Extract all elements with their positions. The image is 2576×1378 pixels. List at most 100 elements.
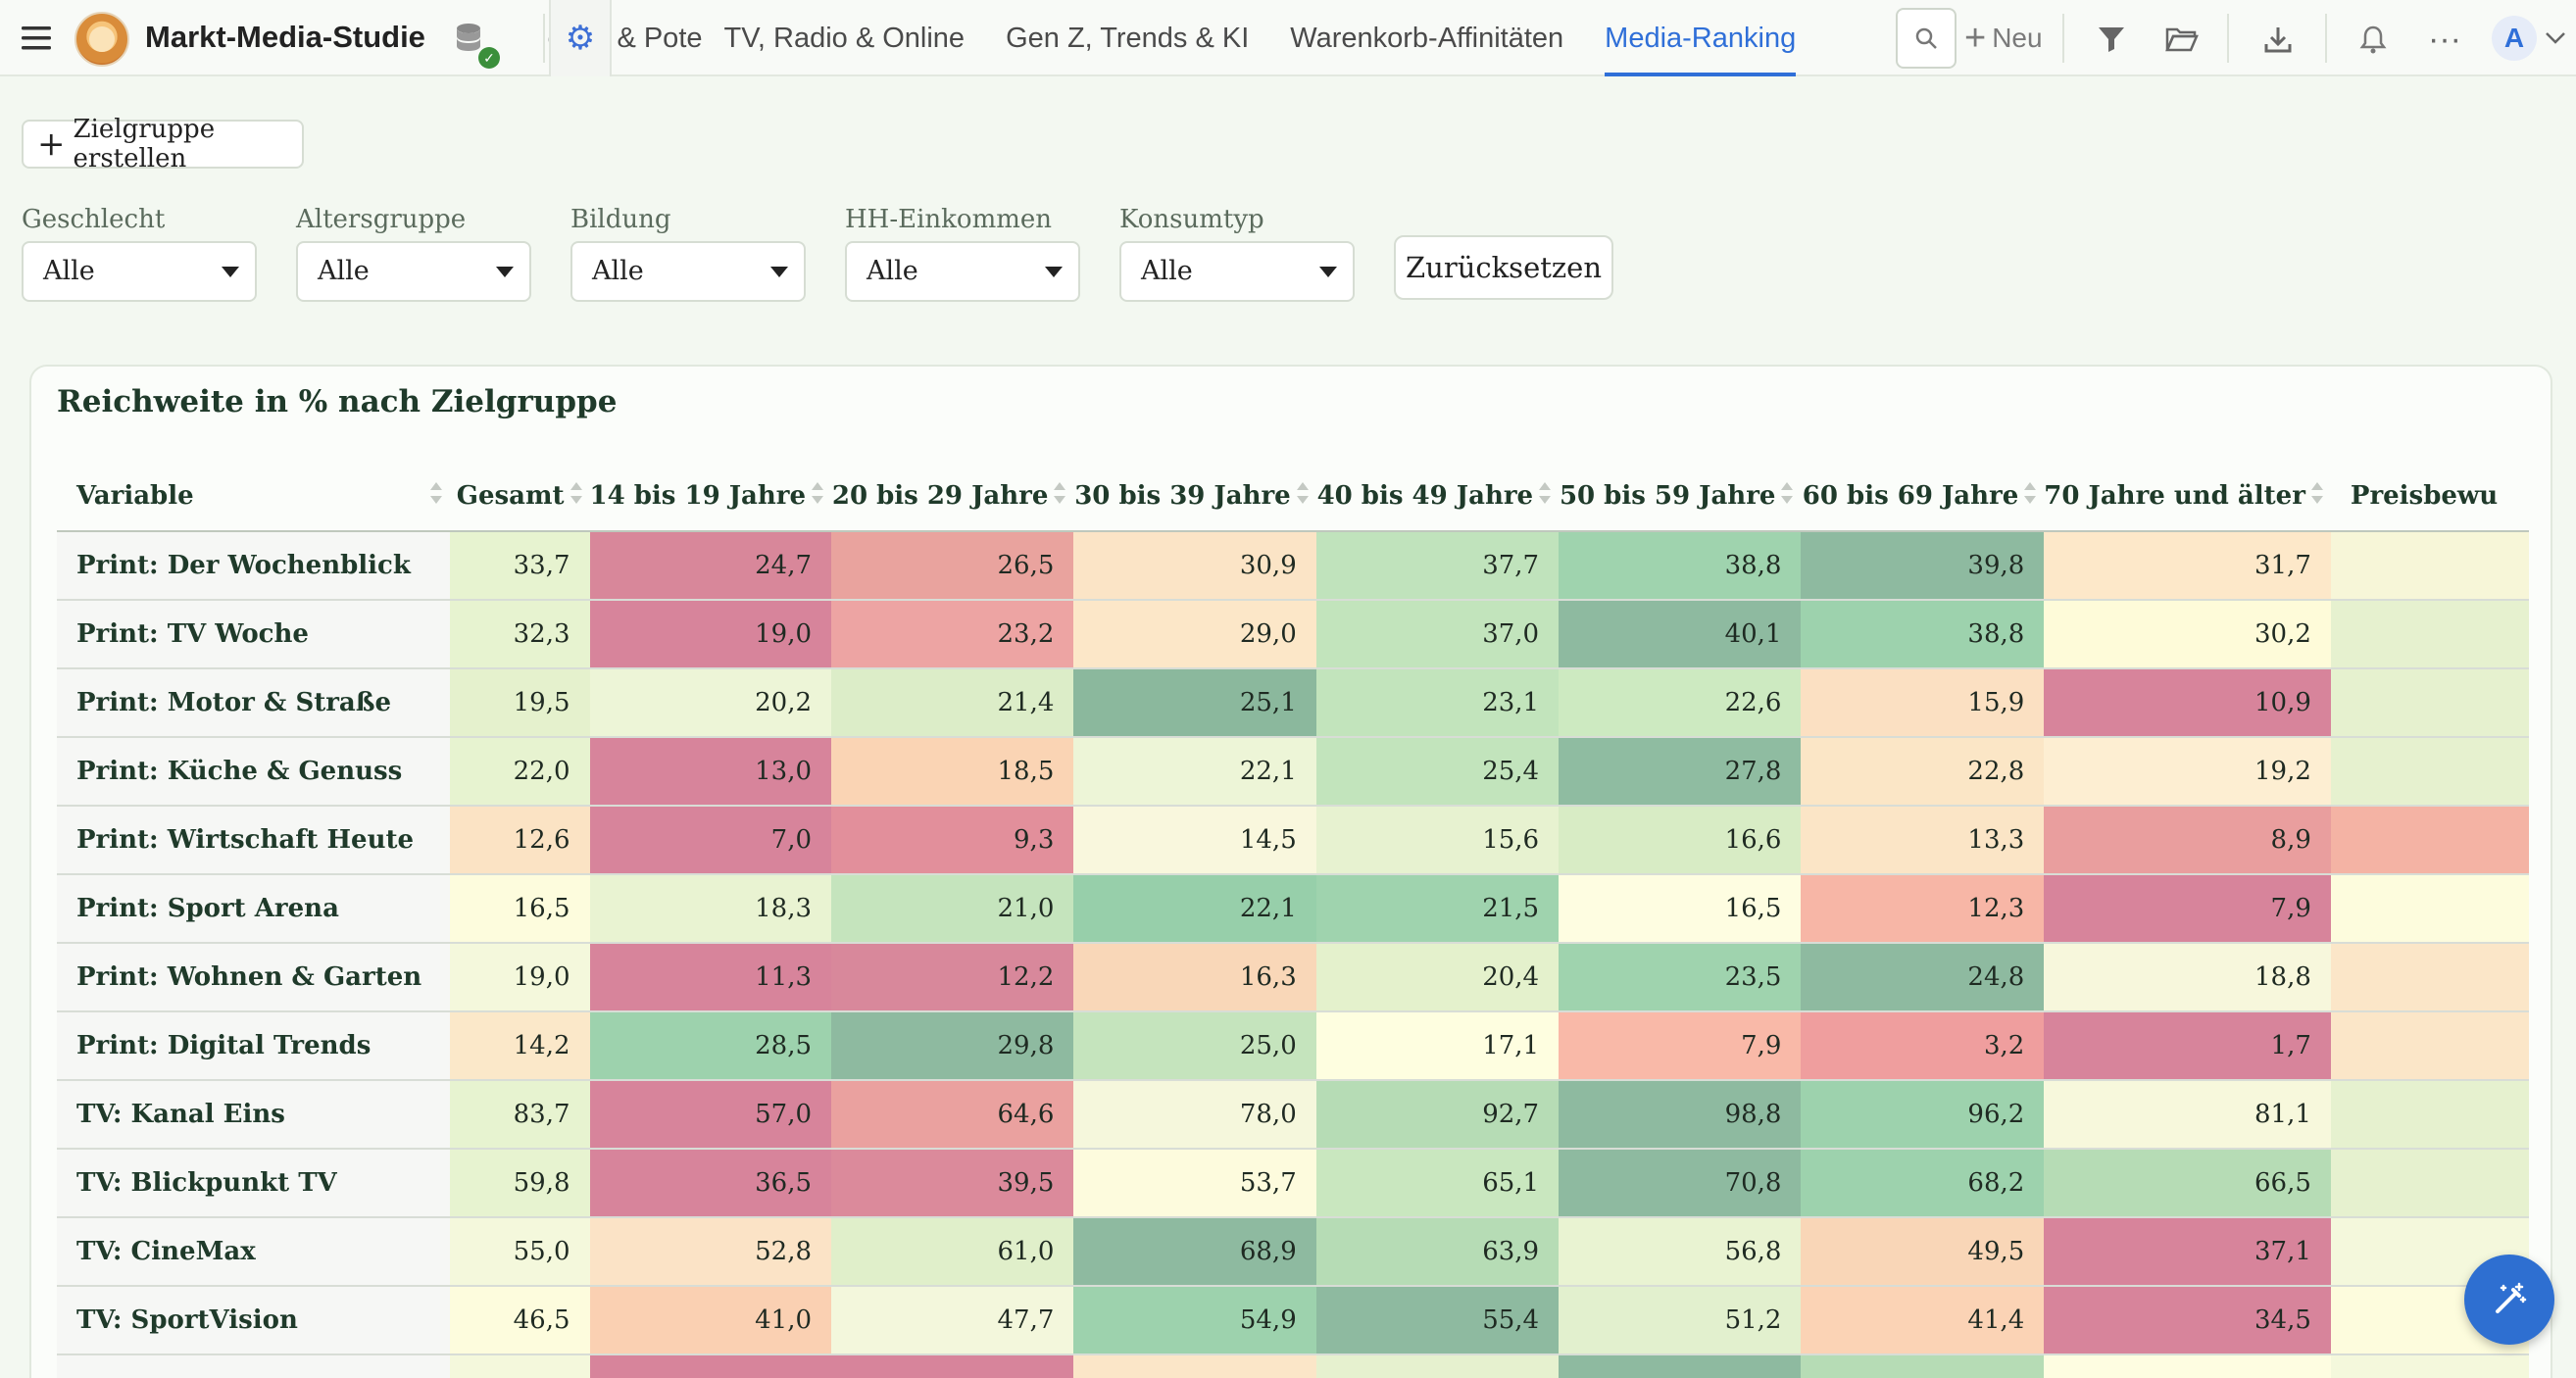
filter-select-altersgruppe[interactable]: Alle (296, 241, 531, 302)
column-header[interactable]: Preisbewu (2330, 461, 2529, 532)
column-header[interactable]: 20 bis 29 Jahre (831, 461, 1074, 532)
table-row[interactable]: TV: Kanal Eins 83,7 57,0 64,6 78,0 92,7 98,8 96… (57, 1080, 2529, 1150)
table-cell: 29,0 (1073, 600, 1316, 669)
create-target-group-button[interactable]: + Zielgruppe erstellen (22, 115, 304, 173)
table-cell: 34,5 (2044, 1286, 2331, 1355)
filter-konsumtyp: Konsumtyp Alle (1119, 202, 1355, 302)
table-cell: 25,4 (1315, 737, 1560, 807)
create-target-group-label: Zielgruppe erstellen (73, 115, 216, 173)
column-header[interactable]: 30 bis 39 Jahre (1073, 461, 1316, 532)
table-header-row: Variable Gesamt 14 bis 19 Jahre 20 bis 2… (57, 461, 2529, 532)
tab-tv-radio-online[interactable]: TV, Radio & Online (723, 23, 966, 54)
caret-down-icon (1319, 267, 1337, 277)
column-header[interactable]: Gesamt (449, 461, 590, 532)
sort-icon[interactable] (2310, 482, 2323, 508)
database-icon[interactable] (447, 18, 490, 61)
folder-open-icon[interactable] (2158, 18, 2205, 61)
filter-select-value: Alle (867, 256, 918, 286)
table-cell (449, 1354, 590, 1378)
table-cell (2330, 531, 2529, 601)
column-header[interactable]: 40 bis 49 Jahre (1315, 461, 1560, 532)
divider (2325, 14, 2327, 63)
column-header-label: 50 bis 59 Jahre (1559, 480, 1776, 511)
filter-icon[interactable] (2090, 18, 2133, 61)
more-options-icon[interactable]: ··· (2428, 20, 2461, 58)
sort-icon[interactable] (1539, 482, 1552, 508)
magic-wand-button[interactable] (2464, 1255, 2554, 1345)
table-cell: 21,0 (831, 874, 1074, 944)
table-cell: 22,6 (1559, 668, 1802, 738)
filter-select-hh-einkommen[interactable]: Alle (845, 241, 1080, 302)
tab-media-ranking[interactable]: Media-Ranking (1605, 0, 1797, 76)
row-variable-name: Print: Motor & Straße (57, 668, 450, 738)
tab-warenkorb-affinitaeten[interactable]: Warenkorb-Affinitäten (1290, 23, 1564, 54)
caret-down-icon (222, 267, 239, 277)
column-header[interactable]: Variable (57, 461, 450, 532)
table-row[interactable]: Print: Wirtschaft Heute 12,6 7,0 9,3 14,5 15,… (57, 806, 2529, 875)
table-row[interactable]: Print: TV Woche 32,3 19,0 23,2 29,0 37,0 40,1 3… (57, 600, 2529, 669)
filter-select-konsumtyp[interactable]: Alle (1119, 241, 1355, 302)
column-header[interactable]: 14 bis 19 Jahre (589, 461, 832, 532)
column-header[interactable]: 60 bis 69 Jahre (1801, 461, 2045, 532)
table-cell: 18,3 (589, 874, 832, 944)
table-cell: 21,4 (831, 668, 1074, 738)
filter-altersgruppe: Altersgruppe Alle (296, 202, 531, 302)
filter-select-value: Alle (592, 256, 644, 286)
chevron-down-icon[interactable] (2541, 22, 2570, 55)
bell-icon[interactable] (2351, 18, 2396, 61)
row-variable-name: Print: Wirtschaft Heute (57, 806, 450, 875)
filter-hh-einkommen: HH-Einkommen Alle (845, 202, 1080, 302)
table-cell: 24,8 (1801, 943, 2045, 1012)
filter-label: Bildung (570, 205, 671, 234)
column-header[interactable]: 70 Jahre und älter (2044, 461, 2331, 532)
plus-icon: + (1964, 18, 1987, 59)
table-row[interactable]: Print: Motor & Straße 19,5 20,2 21,4 25,1 23,… (57, 668, 2529, 738)
menu-icon[interactable] (18, 20, 55, 57)
table-cell (2330, 1080, 2529, 1150)
sort-icon[interactable] (1054, 482, 1066, 508)
sort-icon[interactable] (1781, 482, 1794, 508)
table-row[interactable]: TV: SportVision 46,5 41,0 47,7 54,9 55,4 51,2 4… (57, 1286, 2529, 1355)
table-cell: 53,7 (1073, 1149, 1316, 1218)
table-row[interactable]: TV: CineMax 55,0 52,8 61,0 68,9 63,9 56,8 49,5 3… (57, 1217, 2529, 1287)
filter-select-bildung[interactable]: Alle (570, 241, 806, 302)
table-cell (1315, 1354, 1560, 1378)
table-row[interactable]: Print: Digital Trends 14,2 28,5 29,8 25,0 17,… (57, 1011, 2529, 1081)
sort-icon[interactable] (429, 482, 442, 508)
search-button[interactable] (1896, 8, 1957, 69)
sort-icon[interactable] (1296, 482, 1309, 508)
reset-button[interactable]: Zurücksetzen (1394, 235, 1613, 300)
table-cell: 1,7 (2044, 1011, 2331, 1081)
table-cell: 20,2 (589, 668, 832, 738)
sort-icon[interactable] (570, 482, 582, 508)
table-cell: 23,5 (1559, 943, 1802, 1012)
table-cell: 51,2 (1559, 1286, 1802, 1355)
column-header-label: 20 bis 29 Jahre (831, 480, 1049, 511)
table-cell: 64,6 (831, 1080, 1074, 1150)
download-icon[interactable] (2254, 18, 2302, 61)
table-scroll-area[interactable]: Variable Gesamt 14 bis 19 Jahre 20 bis 2… (57, 461, 2529, 1378)
filter-select-geschlecht[interactable]: Alle (22, 241, 257, 302)
column-header-label: 30 bis 39 Jahre (1074, 480, 1291, 511)
column-header-label: 40 bis 49 Jahre (1316, 480, 1534, 511)
filter-label: Altersgruppe (296, 205, 467, 234)
table-row[interactable]: Print: Der Wochenblick 33,7 24,7 26,5 30,9 37… (57, 531, 2529, 601)
table-cell: 13,0 (589, 737, 832, 807)
new-button[interactable]: + Neu (1964, 18, 2043, 59)
table-cell: 16,5 (449, 874, 590, 944)
table-row[interactable]: TV: Blickpunkt TV 59,8 36,5 39,5 53,7 65,1 70,… (57, 1149, 2529, 1218)
filter-label: HH-Einkommen (845, 205, 1053, 234)
table-cell (2330, 943, 2529, 1012)
table-row[interactable]: Print: Küche & Genuss 22,0 13,0 18,5 22,1 25,… (57, 737, 2529, 807)
column-header[interactable]: 50 bis 59 Jahre (1559, 461, 1802, 532)
table-row[interactable]: Print: Wohnen & Garten 19,0 11,3 12,2 16,3 20… (57, 943, 2529, 1012)
sort-icon[interactable] (812, 482, 824, 508)
tab-gen-z-trends-ki[interactable]: Gen Z, Trends & KI (1006, 23, 1250, 54)
settings-gear-icon[interactable]: ⚙ (549, 0, 612, 76)
sort-icon[interactable] (2024, 482, 2037, 508)
table-cell: 21,5 (1315, 874, 1560, 944)
lion-logo-icon (74, 12, 129, 67)
table-row[interactable]: Print: Sport Arena 16,5 18,3 21,0 22,1 21,5 16… (57, 874, 2529, 944)
table-row[interactable] (57, 1354, 2529, 1378)
avatar[interactable]: A (2492, 16, 2537, 61)
